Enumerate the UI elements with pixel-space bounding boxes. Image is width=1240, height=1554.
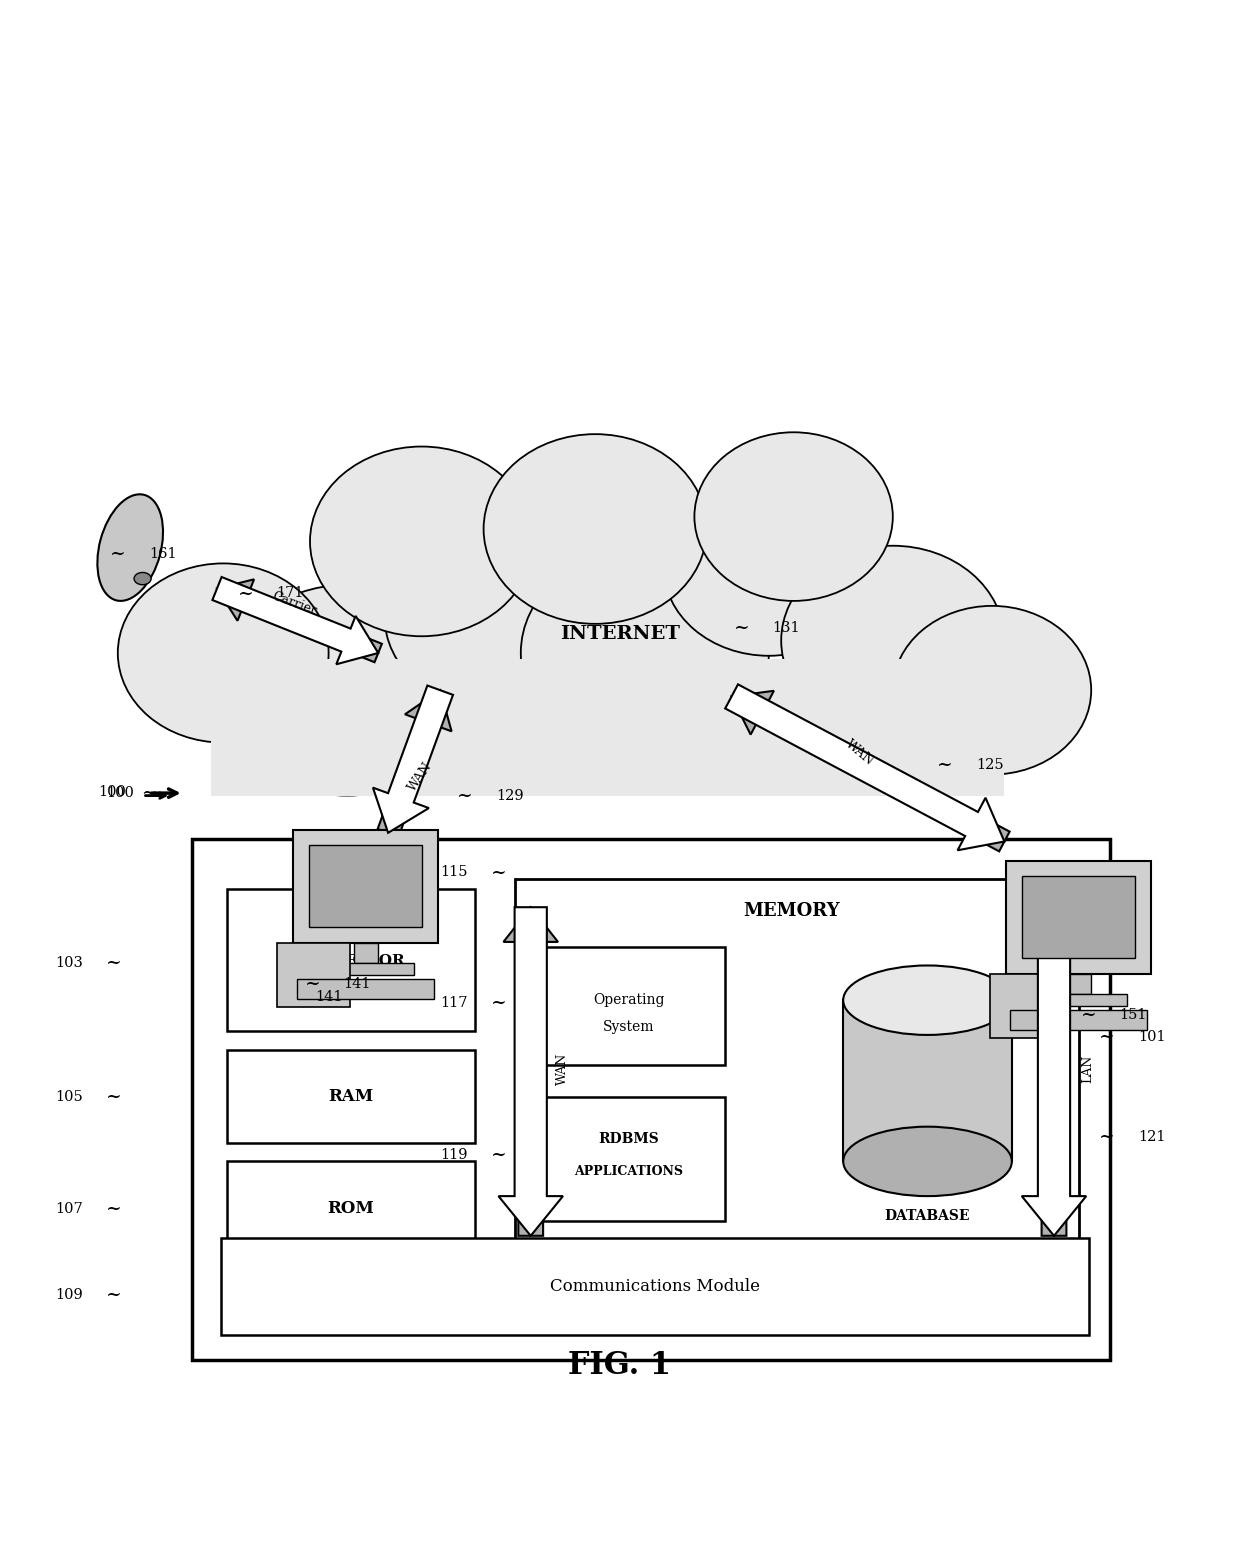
Ellipse shape bbox=[843, 1127, 1012, 1197]
Ellipse shape bbox=[310, 446, 533, 636]
Text: 125: 125 bbox=[976, 758, 1003, 772]
Text: 141: 141 bbox=[315, 990, 342, 1004]
Ellipse shape bbox=[98, 494, 162, 601]
Bar bbox=[309, 845, 423, 926]
Text: 100: 100 bbox=[99, 785, 126, 799]
Text: 141: 141 bbox=[343, 977, 371, 991]
Text: 117: 117 bbox=[440, 996, 467, 1010]
Text: 131: 131 bbox=[773, 622, 800, 636]
Ellipse shape bbox=[663, 477, 874, 656]
Text: ~: ~ bbox=[107, 954, 122, 971]
Text: ~: ~ bbox=[491, 1147, 506, 1164]
Bar bbox=[843, 1001, 1012, 1161]
FancyArrow shape bbox=[498, 908, 563, 1235]
Bar bbox=[533, 946, 725, 1064]
Bar bbox=[533, 1097, 725, 1221]
Text: FIG. 1: FIG. 1 bbox=[568, 1350, 672, 1382]
FancyBboxPatch shape bbox=[293, 830, 439, 943]
Text: 119: 119 bbox=[440, 1148, 467, 1162]
Text: DATABASE: DATABASE bbox=[885, 1209, 970, 1223]
Text: Operating: Operating bbox=[593, 993, 665, 1007]
Bar bbox=[227, 889, 475, 1032]
Text: RAM: RAM bbox=[329, 1088, 373, 1105]
Bar bbox=[211, 659, 1004, 796]
Ellipse shape bbox=[843, 965, 1012, 1035]
Text: ~: ~ bbox=[107, 1088, 122, 1106]
Text: ~: ~ bbox=[107, 1200, 122, 1217]
Bar bbox=[1030, 993, 1127, 1005]
Bar bbox=[227, 1051, 475, 1142]
Bar bbox=[1066, 973, 1091, 993]
Bar bbox=[1022, 876, 1136, 957]
Text: ~: ~ bbox=[110, 545, 125, 563]
Bar bbox=[353, 943, 378, 962]
Text: 161: 161 bbox=[149, 547, 176, 561]
Text: 100: 100 bbox=[107, 786, 134, 800]
Ellipse shape bbox=[484, 434, 707, 623]
Bar bbox=[221, 1239, 1089, 1335]
FancyArrow shape bbox=[212, 577, 378, 664]
Ellipse shape bbox=[694, 432, 893, 601]
FancyBboxPatch shape bbox=[1007, 861, 1151, 973]
Text: APPLICATIONS: APPLICATIONS bbox=[574, 1166, 683, 1178]
Bar bbox=[1011, 1010, 1147, 1030]
Text: ~: ~ bbox=[141, 785, 156, 802]
Text: ~: ~ bbox=[491, 993, 506, 1012]
Text: ~: ~ bbox=[937, 755, 952, 774]
Text: ~: ~ bbox=[1100, 1128, 1115, 1145]
FancyArrow shape bbox=[373, 685, 453, 833]
Text: ~: ~ bbox=[305, 974, 320, 993]
Text: 151: 151 bbox=[1120, 1009, 1147, 1023]
Text: MEMORY: MEMORY bbox=[743, 901, 839, 920]
Ellipse shape bbox=[893, 606, 1091, 774]
FancyArrow shape bbox=[378, 690, 451, 836]
Bar bbox=[317, 962, 414, 974]
Text: LAN: LAN bbox=[1081, 1054, 1094, 1083]
Text: 101: 101 bbox=[1138, 1030, 1166, 1044]
Text: 103: 103 bbox=[56, 956, 83, 970]
Text: ~: ~ bbox=[458, 786, 472, 805]
Text: 171: 171 bbox=[277, 586, 304, 600]
Bar bbox=[515, 878, 1079, 1307]
Text: 129: 129 bbox=[496, 788, 523, 802]
Text: WAN: WAN bbox=[405, 760, 435, 794]
Ellipse shape bbox=[781, 545, 1004, 735]
FancyArrow shape bbox=[1022, 908, 1086, 1235]
Text: WAN: WAN bbox=[843, 737, 877, 768]
Text: 107: 107 bbox=[56, 1201, 83, 1215]
Text: INTERNET: INTERNET bbox=[560, 625, 680, 643]
FancyArrow shape bbox=[725, 684, 1004, 850]
Text: ~: ~ bbox=[1081, 1005, 1096, 1024]
Text: WAN: WAN bbox=[556, 1052, 568, 1085]
Bar bbox=[298, 979, 434, 999]
Text: ROM: ROM bbox=[327, 1200, 374, 1217]
Ellipse shape bbox=[223, 584, 471, 796]
Text: 109: 109 bbox=[56, 1288, 83, 1302]
Ellipse shape bbox=[118, 564, 329, 743]
Text: 121: 121 bbox=[1138, 1130, 1166, 1144]
Text: System: System bbox=[603, 1021, 655, 1035]
Bar bbox=[227, 1161, 475, 1254]
Text: ~: ~ bbox=[107, 1287, 122, 1304]
Ellipse shape bbox=[384, 521, 608, 710]
FancyArrow shape bbox=[1027, 908, 1081, 1235]
FancyArrow shape bbox=[732, 692, 1009, 852]
Bar bbox=[192, 839, 1110, 1360]
Text: ~: ~ bbox=[1100, 1029, 1115, 1046]
Text: 105: 105 bbox=[56, 1089, 83, 1103]
Text: 115: 115 bbox=[440, 866, 467, 880]
Ellipse shape bbox=[521, 547, 769, 758]
Ellipse shape bbox=[134, 572, 151, 584]
Text: Communications Module: Communications Module bbox=[549, 1277, 760, 1294]
Text: ~: ~ bbox=[491, 864, 506, 881]
Text: ~: ~ bbox=[238, 584, 253, 603]
Bar bbox=[990, 973, 1063, 1038]
FancyArrow shape bbox=[503, 908, 558, 1235]
Text: Carrier: Carrier bbox=[270, 589, 319, 617]
Text: PROCESSOR: PROCESSOR bbox=[296, 954, 405, 968]
Text: ~: ~ bbox=[734, 618, 749, 637]
Text: RDBMS: RDBMS bbox=[599, 1131, 658, 1147]
FancyArrow shape bbox=[217, 580, 382, 662]
Bar bbox=[277, 943, 350, 1007]
